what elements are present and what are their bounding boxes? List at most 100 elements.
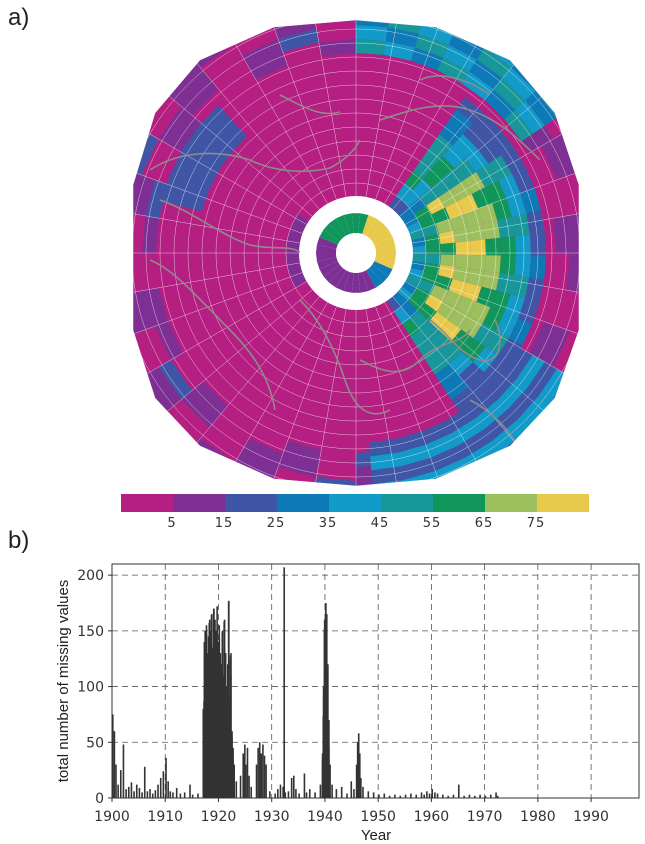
map-cell bbox=[312, 0, 357, 15]
bar bbox=[284, 792, 287, 798]
map-cell bbox=[336, 215, 350, 236]
colorbar-swatch bbox=[537, 494, 589, 512]
meridian-line bbox=[133, 272, 303, 356]
map-cell bbox=[581, 253, 599, 295]
map-cell bbox=[520, 46, 557, 82]
map-cell bbox=[412, 178, 432, 198]
bar bbox=[191, 794, 194, 798]
map-cell bbox=[343, 213, 354, 234]
bar bbox=[452, 794, 455, 798]
map-cell bbox=[242, 38, 283, 68]
bar bbox=[468, 794, 471, 798]
map-cell bbox=[100, 253, 118, 298]
map-cell bbox=[488, 370, 517, 400]
bar bbox=[355, 764, 358, 798]
bar bbox=[146, 791, 149, 798]
y-axis-label: total number of missing values bbox=[55, 580, 72, 783]
map-cell bbox=[437, 57, 470, 84]
map-cell bbox=[314, 477, 356, 486]
bar bbox=[115, 764, 117, 798]
bar bbox=[279, 784, 282, 798]
parallel-line bbox=[159, 56, 553, 450]
y-tick-label: 100 bbox=[77, 680, 104, 696]
map-cell bbox=[443, 44, 477, 72]
map-cell bbox=[511, 166, 535, 194]
map-cell bbox=[358, 272, 369, 293]
map-cell bbox=[424, 294, 444, 312]
bar bbox=[175, 787, 178, 798]
x-tick-label: 1990 bbox=[573, 809, 609, 825]
x-tick-label: 1980 bbox=[520, 809, 556, 825]
bar bbox=[172, 792, 174, 798]
bar bbox=[283, 567, 286, 798]
bar bbox=[262, 744, 264, 798]
map-cell bbox=[114, 253, 132, 295]
map-cell bbox=[421, 223, 439, 238]
bar bbox=[239, 775, 242, 798]
colorbar-swatch bbox=[225, 494, 277, 512]
colorbar-swatch bbox=[173, 494, 225, 512]
map-cell bbox=[366, 267, 383, 288]
map-cell bbox=[160, 174, 183, 205]
map-cell bbox=[436, 301, 457, 321]
map-cell bbox=[398, 444, 431, 467]
map-cell bbox=[375, 253, 396, 262]
map-cell bbox=[476, 47, 512, 79]
map-cell bbox=[456, 296, 477, 316]
map-cell bbox=[482, 307, 505, 331]
bar bbox=[125, 789, 127, 798]
map-cell bbox=[439, 121, 464, 146]
map-cell bbox=[374, 257, 396, 270]
meridian-line bbox=[409, 272, 579, 356]
parallel-line bbox=[257, 154, 455, 352]
map-cell bbox=[509, 318, 533, 346]
map-cell bbox=[362, 270, 376, 291]
missing-values-chart: 0 50 100 150 200 1900 1910 1920 1930 1940 1950 196… bbox=[55, 563, 640, 844]
bar bbox=[426, 791, 428, 798]
map-cell bbox=[420, 321, 441, 342]
map-cell bbox=[372, 261, 393, 277]
map-cell bbox=[410, 254, 426, 263]
map-cell bbox=[473, 111, 500, 139]
map-cell bbox=[133, 170, 142, 214]
map-cell bbox=[504, 109, 534, 142]
colorbar-tick-label: 55 bbox=[423, 516, 442, 531]
map-cell bbox=[463, 171, 486, 194]
bar bbox=[138, 787, 141, 798]
bar bbox=[143, 766, 146, 798]
map-cell bbox=[289, 222, 307, 236]
x-tick-label: 1950 bbox=[360, 809, 396, 825]
colorbar-tick-label: 15 bbox=[215, 516, 234, 531]
map-cell bbox=[520, 188, 542, 214]
map-cell bbox=[455, 241, 471, 255]
map-cell bbox=[404, 171, 423, 190]
map-cell bbox=[282, 440, 322, 464]
bar bbox=[235, 781, 238, 798]
meridian-line bbox=[133, 262, 300, 306]
meridian-line bbox=[405, 281, 579, 404]
map-boundary bbox=[132, 19, 580, 487]
map-cell bbox=[501, 146, 526, 174]
map-cell bbox=[249, 51, 288, 80]
y-tick-label: 50 bbox=[86, 735, 104, 751]
map-cell bbox=[391, 290, 408, 307]
bar bbox=[298, 793, 300, 798]
bar bbox=[463, 795, 465, 798]
bar bbox=[250, 786, 253, 798]
map-cell bbox=[422, 167, 443, 188]
map-cell bbox=[451, 387, 479, 413]
bar bbox=[117, 784, 119, 798]
bar bbox=[308, 789, 311, 798]
bar bbox=[197, 793, 199, 798]
map-cell bbox=[336, 270, 350, 291]
map-cell bbox=[443, 20, 491, 32]
map-cell bbox=[415, 33, 449, 58]
map-cell bbox=[485, 180, 507, 204]
map-cell bbox=[433, 156, 455, 178]
bar bbox=[246, 747, 249, 798]
map-cell bbox=[414, 205, 432, 222]
parallel-line bbox=[215, 112, 497, 394]
bar bbox=[360, 777, 362, 798]
map-cell bbox=[424, 233, 441, 246]
map-cell bbox=[375, 244, 396, 253]
